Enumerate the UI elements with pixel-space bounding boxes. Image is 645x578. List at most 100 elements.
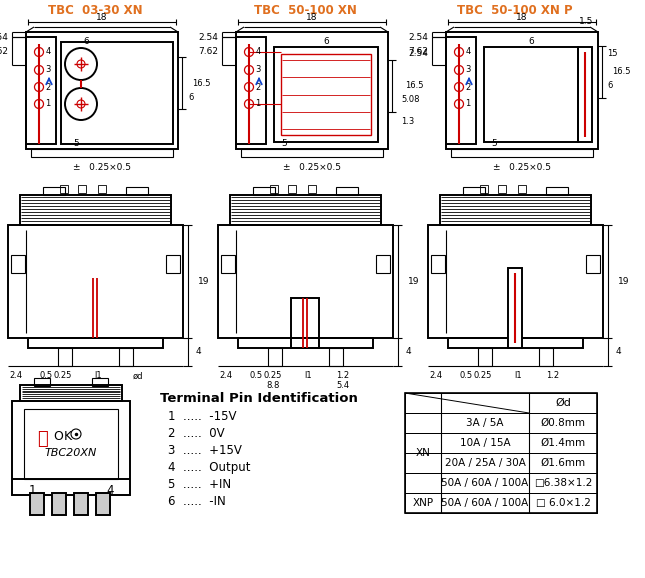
Bar: [308, 185, 316, 193]
Text: 4: 4: [196, 347, 202, 357]
Bar: [451, 149, 593, 157]
Bar: [376, 255, 390, 273]
Text: Ød: Ød: [555, 398, 571, 408]
Bar: [98, 185, 106, 193]
Text: Ø0.8mm: Ø0.8mm: [541, 418, 586, 428]
Text: 5: 5: [73, 139, 79, 147]
Bar: [405, 393, 597, 413]
Bar: [218, 225, 393, 338]
Text: 7.62: 7.62: [0, 46, 8, 55]
Text: 1  .....  -15V: 1 ..... -15V: [168, 410, 237, 423]
Text: 4: 4: [466, 47, 471, 57]
Text: 8.8: 8.8: [266, 381, 280, 391]
Bar: [431, 255, 445, 273]
Text: 6: 6: [83, 38, 89, 46]
Text: TBC  03-30 XN: TBC 03-30 XN: [48, 3, 143, 17]
Text: 3: 3: [255, 65, 261, 75]
Bar: [78, 185, 86, 193]
Bar: [8, 225, 183, 338]
Text: 2: 2: [255, 83, 261, 91]
Text: 1.2: 1.2: [546, 372, 560, 380]
Text: 19: 19: [618, 277, 630, 286]
Bar: [270, 185, 278, 193]
Text: 5  .....  +IN: 5 ..... +IN: [168, 478, 231, 491]
Text: 7.62: 7.62: [198, 46, 218, 55]
Text: TBC  50-100 XN P: TBC 50-100 XN P: [457, 3, 573, 17]
Bar: [126, 187, 148, 195]
Text: 3: 3: [45, 65, 51, 75]
Text: 2.4: 2.4: [10, 372, 23, 380]
Text: 1: 1: [255, 99, 261, 109]
Text: 7.62: 7.62: [408, 46, 428, 55]
Bar: [28, 338, 163, 348]
Text: 2: 2: [45, 83, 50, 91]
Text: 3  .....  +15V: 3 ..... +15V: [168, 444, 242, 457]
Text: 2.4: 2.4: [430, 372, 442, 380]
Bar: [463, 187, 485, 195]
Text: 18: 18: [306, 13, 318, 21]
Text: 4: 4: [255, 47, 261, 57]
Text: 0.5: 0.5: [459, 372, 473, 380]
Bar: [12, 401, 130, 495]
Text: 18: 18: [96, 13, 108, 21]
Bar: [11, 255, 25, 273]
Text: 0.25: 0.25: [264, 372, 283, 380]
Text: □6.38×1.2: □6.38×1.2: [534, 478, 592, 488]
Bar: [405, 473, 597, 493]
Text: ±   0.25×0.5: ± 0.25×0.5: [493, 162, 551, 172]
Bar: [20, 385, 122, 401]
Bar: [281, 54, 371, 135]
Bar: [253, 187, 275, 195]
Text: 4: 4: [45, 47, 50, 57]
Bar: [52, 493, 66, 515]
Text: 6: 6: [607, 81, 612, 91]
Bar: [268, 348, 282, 366]
Bar: [440, 195, 591, 225]
Bar: [478, 348, 492, 366]
Text: 5.08: 5.08: [401, 95, 419, 105]
Text: 2: 2: [466, 83, 471, 91]
Text: 0.5: 0.5: [39, 372, 52, 380]
Text: 2.4: 2.4: [219, 372, 233, 380]
Bar: [43, 187, 65, 195]
Bar: [578, 47, 592, 142]
Bar: [238, 338, 373, 348]
Text: 6  .....  -IN: 6 ..... -IN: [168, 495, 226, 508]
Bar: [60, 185, 68, 193]
Bar: [221, 255, 235, 273]
Text: 19: 19: [408, 277, 419, 286]
Text: 0.5: 0.5: [250, 372, 263, 380]
Bar: [274, 47, 378, 142]
Text: 1.3: 1.3: [401, 117, 414, 127]
Text: 1: 1: [28, 484, 35, 498]
Text: 2.54: 2.54: [0, 32, 8, 42]
Text: ±   0.25×0.5: ± 0.25×0.5: [73, 162, 131, 172]
Bar: [96, 493, 110, 515]
Text: ød: ød: [133, 372, 143, 380]
Text: 50A / 60A / 100A: 50A / 60A / 100A: [441, 498, 529, 508]
Text: 5: 5: [491, 139, 497, 149]
Text: 5: 5: [281, 139, 287, 149]
Bar: [336, 187, 358, 195]
Bar: [428, 225, 603, 338]
Text: 19: 19: [198, 277, 210, 286]
Bar: [539, 348, 553, 366]
Text: 15: 15: [607, 50, 617, 58]
Text: 1: 1: [45, 99, 50, 109]
Bar: [30, 493, 44, 515]
Text: XN: XN: [415, 448, 430, 458]
Bar: [405, 453, 597, 473]
Text: 2.54: 2.54: [198, 32, 218, 42]
Bar: [518, 185, 526, 193]
Bar: [484, 47, 578, 142]
Text: □ 6.0×1.2: □ 6.0×1.2: [535, 498, 590, 508]
Text: 1.5: 1.5: [579, 17, 593, 27]
Text: 1.2: 1.2: [337, 372, 350, 380]
Bar: [546, 187, 568, 195]
Text: Terminal Pin Identification: Terminal Pin Identification: [160, 392, 358, 405]
Bar: [34, 378, 50, 386]
Bar: [448, 338, 583, 348]
Text: 2.54: 2.54: [408, 32, 428, 42]
Text: 3A / 5A: 3A / 5A: [466, 418, 504, 428]
Bar: [405, 493, 597, 513]
